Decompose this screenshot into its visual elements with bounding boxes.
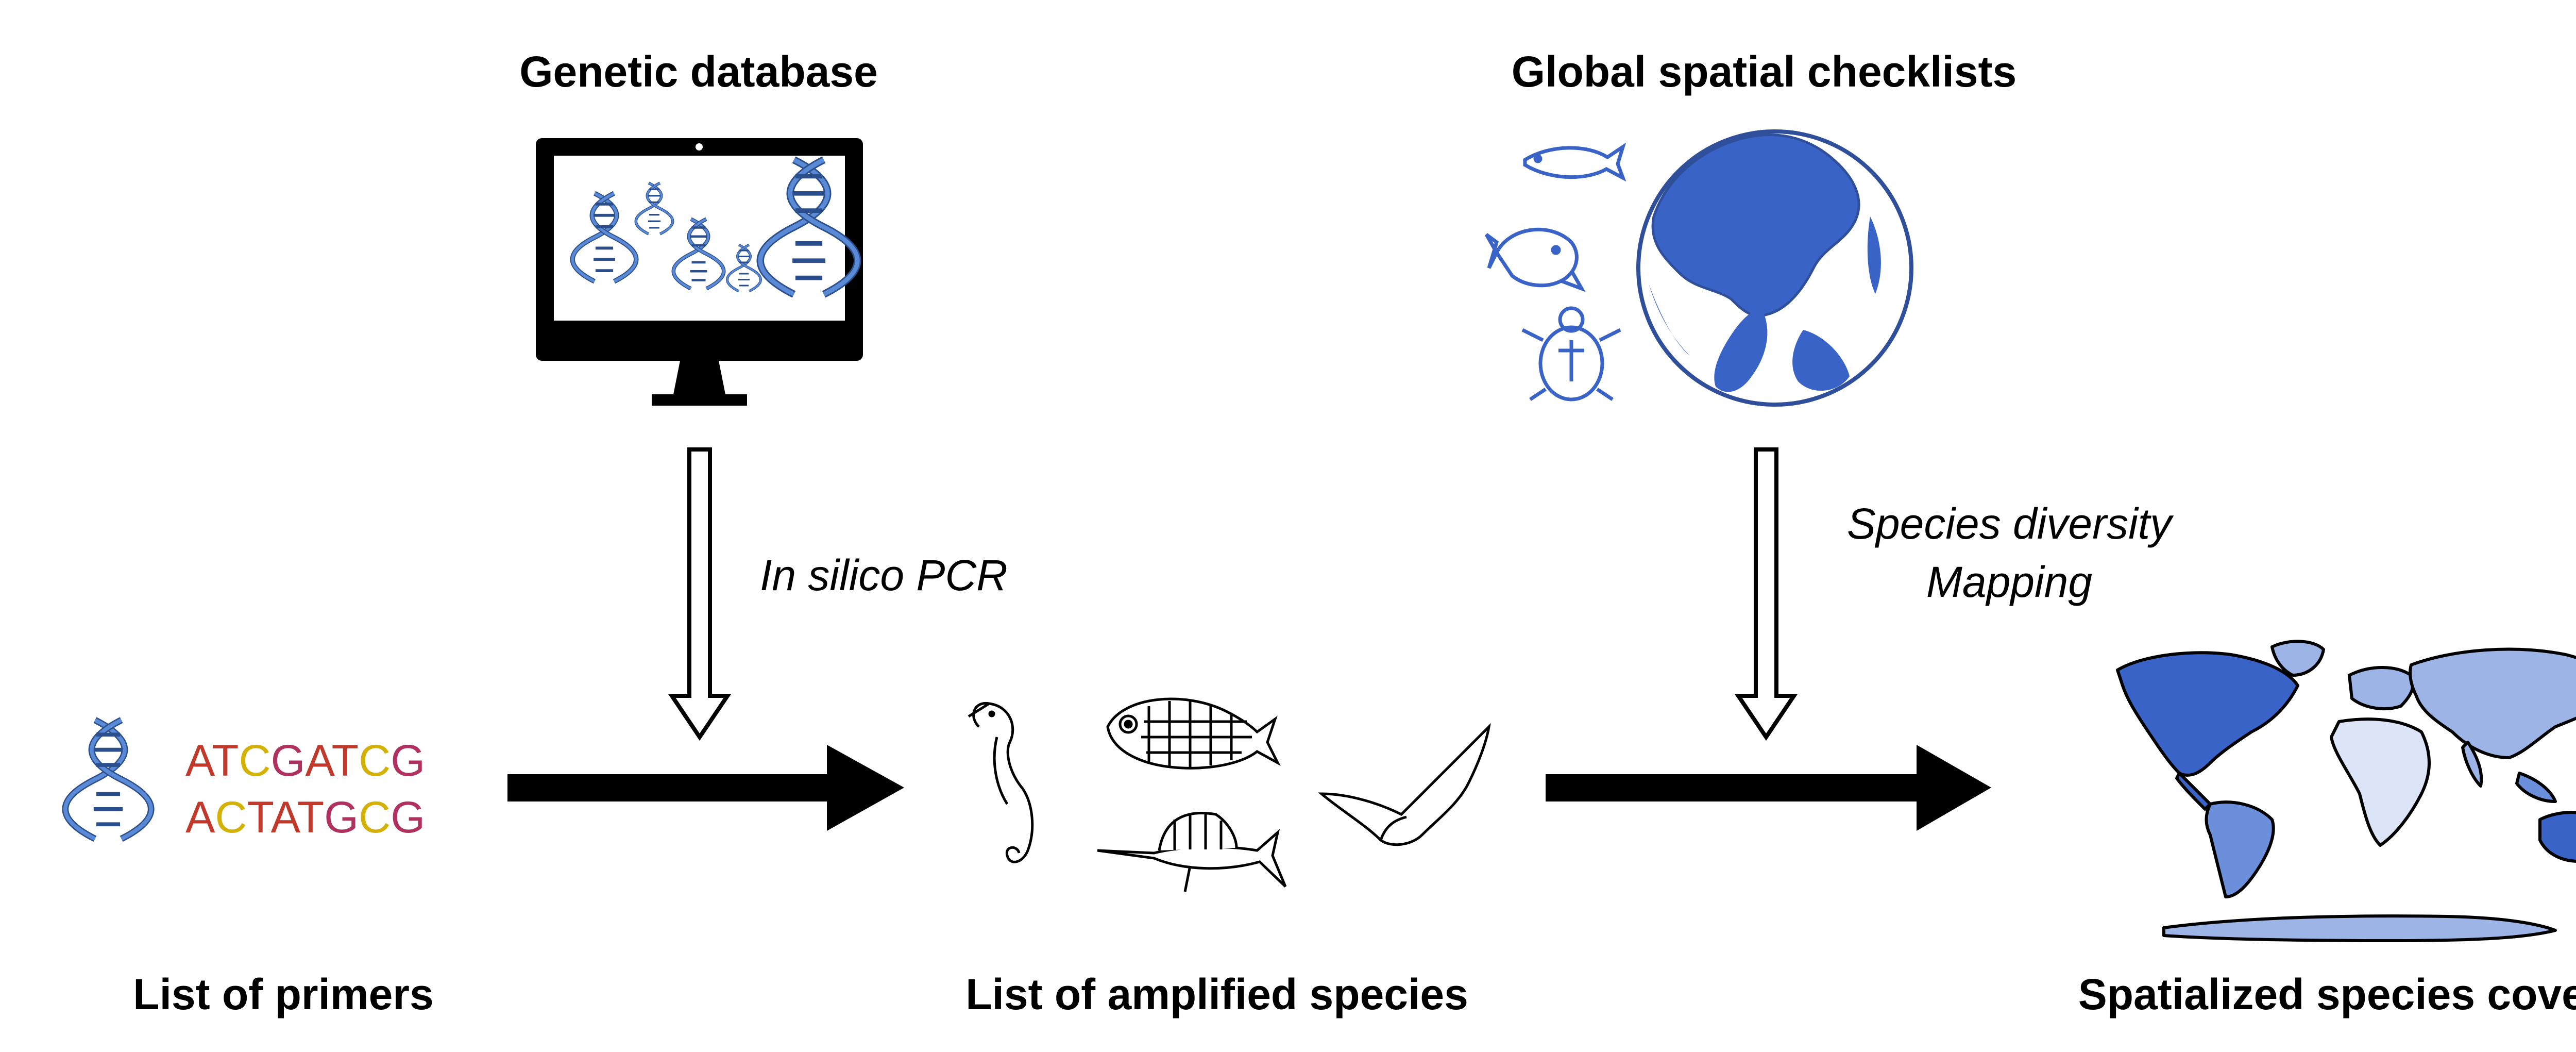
list-of-amplified-species-label: List of amplified species — [965, 970, 1468, 1018]
sailfish-icon — [1097, 812, 1287, 892]
list-of-primers-label: List of primers — [133, 970, 433, 1018]
primer-nucleotide: A — [185, 793, 215, 842]
spatialized-coverage-label: Spatialized species coverage — [2078, 970, 2576, 1018]
mapping-label: Mapping — [1926, 558, 2092, 606]
dna-icon — [65, 720, 151, 839]
primer-nucleotide: A — [306, 736, 335, 786]
primer-nucleotide: A — [185, 736, 215, 786]
primer-nucleotide: G — [324, 793, 359, 842]
down-arrow-mapping — [1734, 447, 1798, 741]
primer-nucleotide: A — [271, 793, 301, 842]
primer-nucleotide: C — [215, 793, 247, 842]
primer-nucleotide: T — [297, 793, 325, 842]
down-arrow-in-silico — [668, 447, 732, 741]
monitor-icon — [536, 138, 863, 406]
manta-ray-icon — [1318, 723, 1491, 846]
primer-nucleotide: C — [239, 736, 271, 786]
primer-nucleotide: G — [271, 736, 306, 786]
in-silico-pcr-label: In silico PCR — [760, 551, 1008, 599]
primer-nucleotide: G — [391, 793, 425, 842]
primer-nucleotide: G — [391, 736, 425, 786]
primer-nucleotide: C — [359, 736, 391, 786]
right-arrow-primers — [507, 745, 904, 831]
turtle-outline-icon — [1521, 306, 1621, 402]
primer-nucleotide: T — [212, 736, 239, 786]
species-diversity-label: Species diversity — [1847, 499, 2174, 548]
globe-icon — [1636, 129, 1913, 407]
primer-nucleotide: C — [359, 793, 391, 842]
goldfish-outline-icon — [1484, 227, 1586, 292]
primer-sequence-2: ACTATGCG — [185, 793, 425, 842]
fish-sketch-icon — [1106, 697, 1281, 770]
primer-nucleotide: T — [332, 736, 359, 786]
global-checklists-title: Global spatial checklists — [1512, 47, 2016, 96]
primer-nucleotide: T — [247, 793, 273, 842]
seahorse-icon — [968, 702, 1034, 863]
fish-outline-icon — [1523, 142, 1626, 182]
primer-sequence-1: ATCGATCG — [185, 736, 425, 786]
right-arrow-amplified — [1546, 745, 1991, 831]
genetic-database-title: Genetic database — [519, 47, 878, 96]
world-map — [2116, 640, 2576, 942]
